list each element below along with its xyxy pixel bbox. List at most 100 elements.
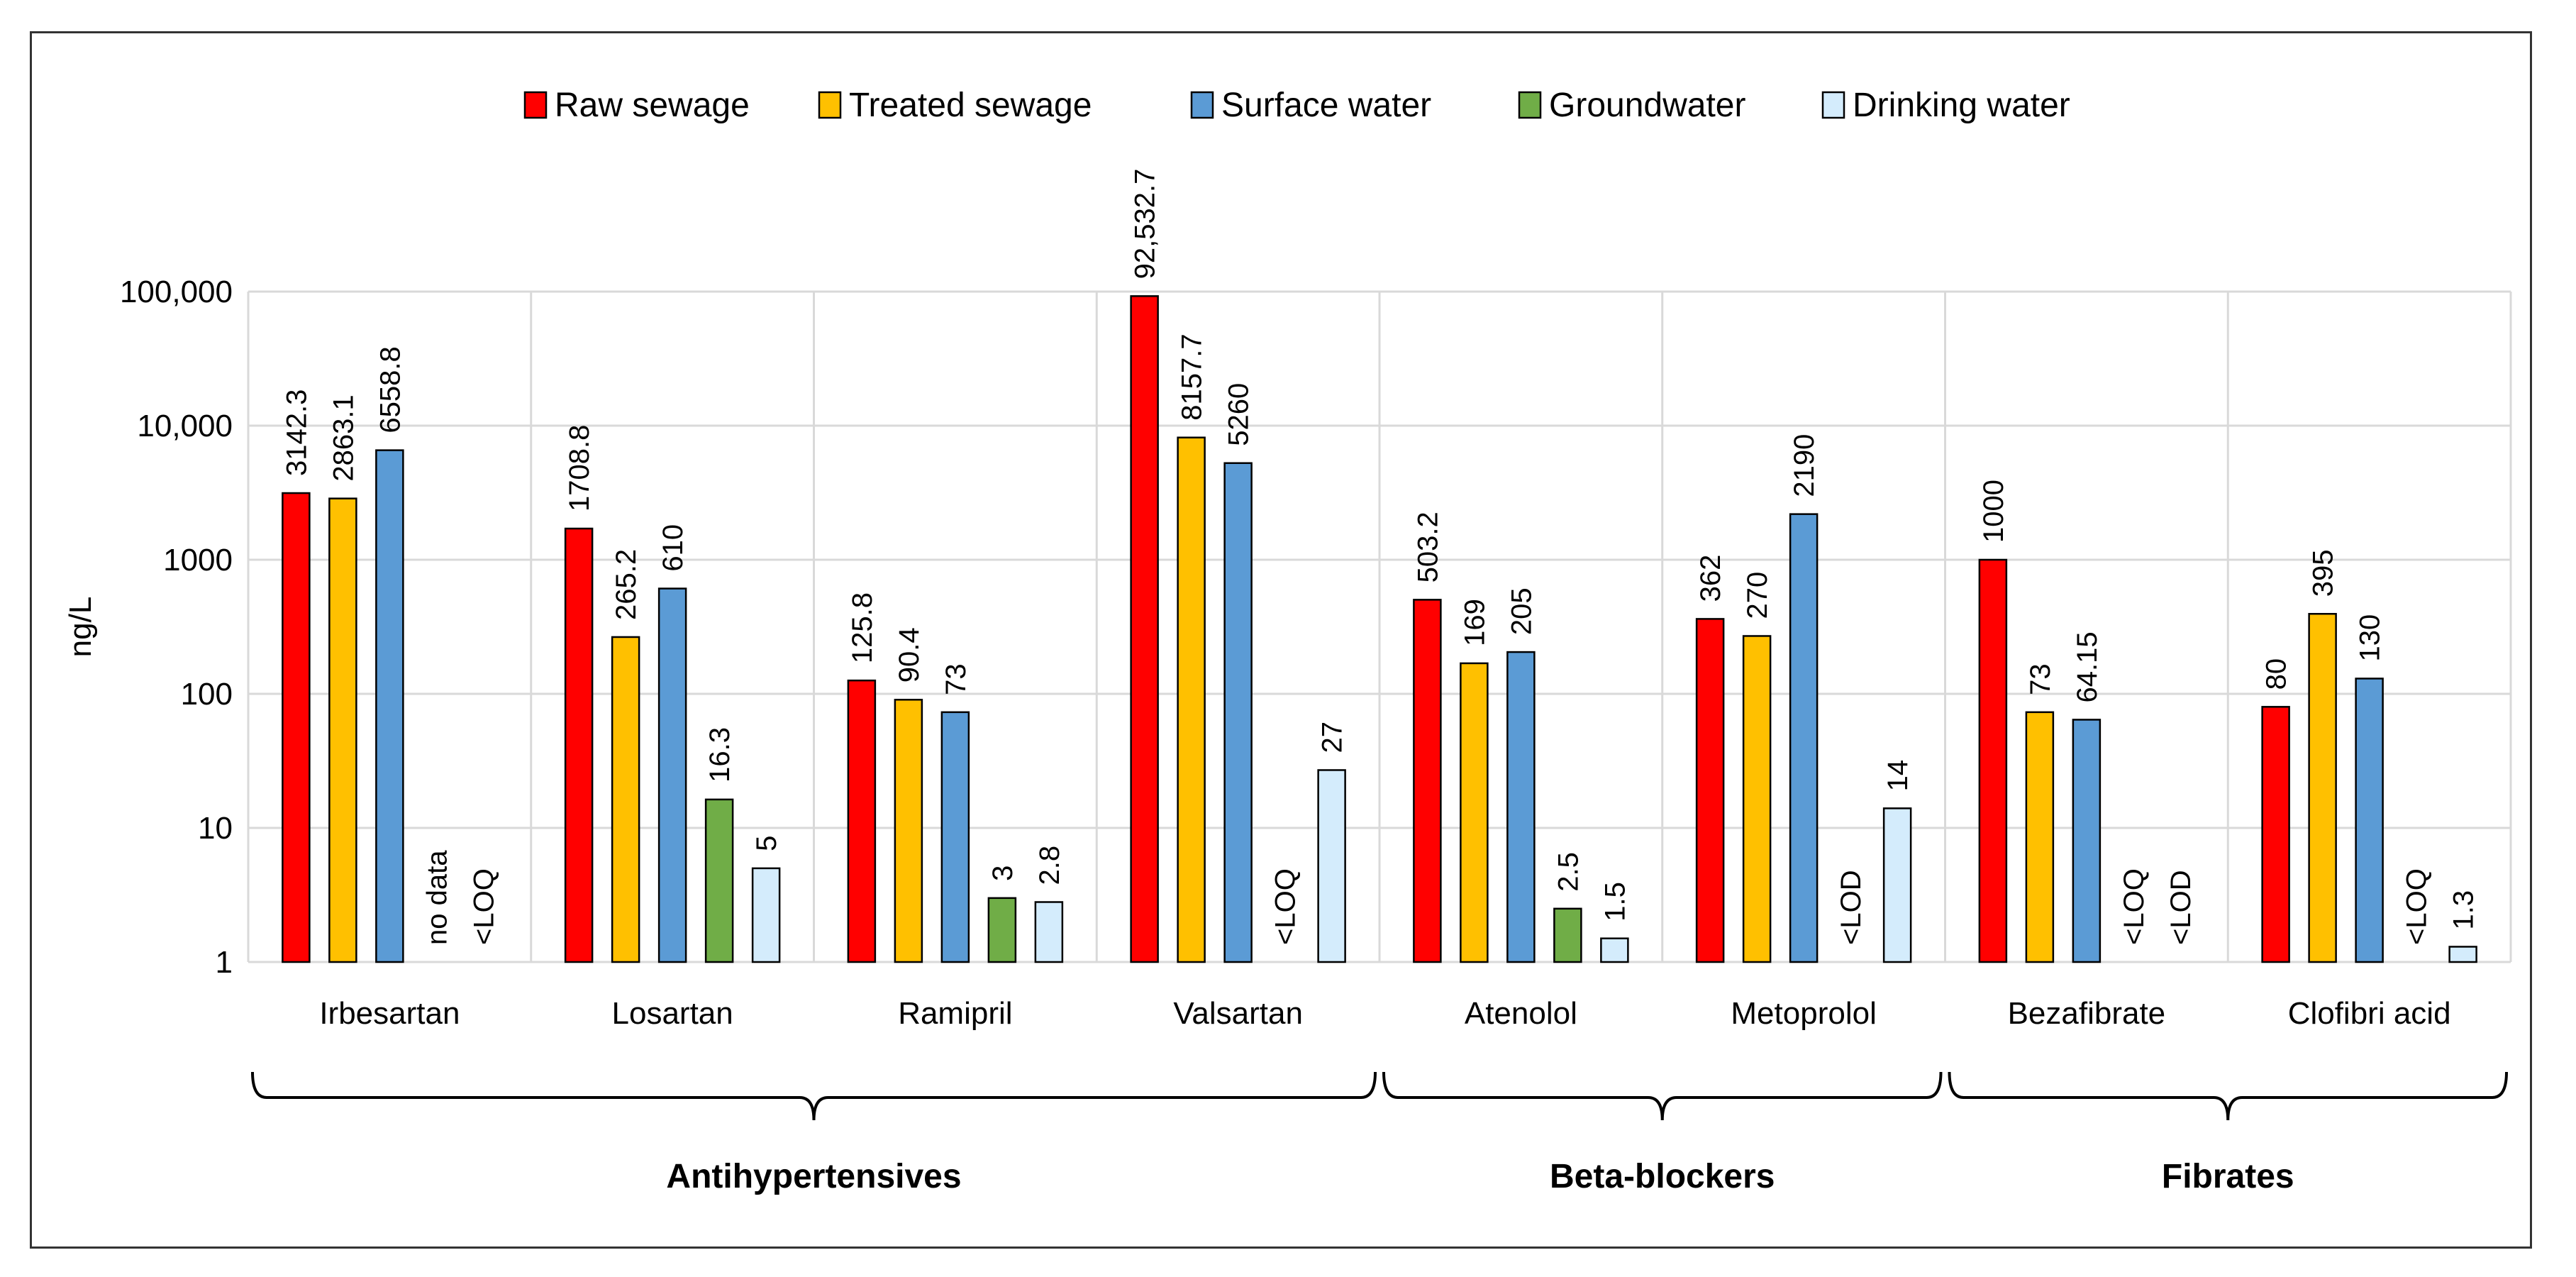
y-tick-label: 10,000 [137, 409, 233, 443]
y-axis: 1 10 100 1000 10,000 100,000 [120, 275, 233, 980]
data-label-surface-water: 5260 [1223, 383, 1255, 446]
data-label-treated-sewage: 90.4 [894, 627, 925, 682]
bar-drinking-water-metoprolol [1882, 807, 1912, 963]
data-label-drinking-water: <LOQ [468, 868, 499, 945]
group-brace [1948, 1071, 2508, 1121]
bar-treated-sewage-metoprolol [1742, 635, 1772, 963]
data-label-surface-water: 64.15 [2072, 631, 2103, 702]
data-label-raw-sewage: 362 [1695, 555, 1726, 602]
group-label: Antihypertensives [666, 1158, 961, 1195]
bar-treated-sewage-valsartan [1177, 436, 1206, 963]
data-label-treated-sewage: 395 [2308, 549, 2339, 597]
y-axis-label: ng/L [63, 597, 98, 658]
bar-drinking-water-losartan [751, 867, 781, 963]
data-label-treated-sewage: 2863.1 [328, 394, 359, 481]
bar-treated-sewage-losartan [611, 636, 640, 963]
data-label-raw-sewage: 92,532.7 [1130, 169, 1161, 280]
y-tick-label: 1 [216, 945, 233, 980]
y-tick-label: 100,000 [120, 275, 233, 309]
data-label-surface-water: 6558.8 [374, 346, 406, 433]
bar-surface-water-losartan [657, 587, 687, 963]
bar-drinking-water-ramipril [1034, 901, 1064, 963]
x-tick-label: Valsartan [1173, 996, 1303, 1031]
bar-raw-sewage-losartan [564, 527, 594, 963]
bar-raw-sewage-ramipril [847, 679, 877, 963]
data-label-raw-sewage: 125.8 [847, 592, 878, 663]
data-label-raw-sewage: 503.2 [1412, 512, 1443, 582]
data-label-groundwater: no data [421, 850, 453, 945]
data-label-groundwater: <LOQ [2402, 868, 2433, 945]
legend-label-groundwater: Groundwater [1549, 87, 1745, 124]
data-label-groundwater: <LOQ [1270, 868, 1301, 945]
bar-surface-water-atenolol [1506, 651, 1536, 963]
x-tick-label: Metoprolol [1731, 996, 1876, 1031]
data-label-drinking-water: 27 [1317, 722, 1348, 753]
data-label-treated-sewage: 265.2 [611, 549, 642, 620]
data-label-treated-sewage: 8157.7 [1177, 333, 1208, 420]
legend-swatch-treated-sewage [818, 91, 842, 119]
data-label-drinking-water: <LOD [2165, 870, 2197, 945]
bar-surface-water-irbesartan [375, 449, 404, 963]
data-labels: 3142.3 2863.1 6558.8 no data <LOQ 1708.8 265.2… [281, 169, 2479, 945]
bar-raw-sewage-clofibri-acid [2261, 706, 2290, 963]
bar-surface-water-bezafibrate [2072, 719, 2102, 963]
x-tick-label: Bezafibrate [2008, 996, 2166, 1031]
bar-drinking-water-valsartan [1317, 769, 1346, 963]
bars [282, 295, 2477, 963]
group-brace [251, 1071, 1377, 1121]
bar-raw-sewage-valsartan [1130, 295, 1159, 963]
data-label-surface-water: 205 [1506, 587, 1537, 635]
data-label-treated-sewage: 270 [1742, 572, 1773, 619]
chart-frame [30, 31, 2532, 1249]
data-label-drinking-water: 1.5 [1599, 882, 1631, 922]
bar-surface-water-clofibri-acid [2355, 678, 2384, 963]
bar-surface-water-metoprolol [1789, 513, 1819, 963]
legend-label-drinking-water: Drinking water [1853, 87, 2070, 124]
legend-swatch-surface-water [1190, 91, 1214, 119]
legend-label-raw-sewage: Raw sewage [555, 87, 750, 124]
x-tick-label: Irbesartan [319, 996, 460, 1031]
legend-label-surface-water: Surface water [1221, 87, 1431, 124]
bar-raw-sewage-irbesartan [282, 492, 311, 963]
bar-groundwater-losartan [704, 798, 734, 963]
group-label: Fibrates [2162, 1158, 2294, 1195]
data-label-raw-sewage: 80 [2261, 658, 2292, 690]
x-tick-label: Ramipril [898, 996, 1012, 1031]
legend-swatch-raw-sewage [523, 91, 548, 119]
group-brace [1382, 1071, 1943, 1121]
data-label-surface-water: 610 [657, 524, 689, 572]
bar-drinking-water-atenolol [1600, 937, 1629, 963]
data-label-raw-sewage: 1000 [1978, 480, 2009, 543]
legend-swatch-drinking-water [1821, 91, 1845, 119]
category-labels: Irbesartan Losartan Ramipril Valsartan Ateno… [319, 996, 2450, 1031]
data-label-groundwater: 3 [987, 866, 1018, 881]
data-label-treated-sewage: 73 [2025, 663, 2056, 695]
bar-groundwater-atenolol [1553, 907, 1582, 963]
data-label-drinking-water: 5 [751, 836, 782, 851]
y-tick-label: 100 [181, 677, 233, 712]
x-tick-label: Losartan [612, 996, 733, 1031]
bar-treated-sewage-irbesartan [328, 497, 357, 963]
data-label-drinking-water: 1.3 [2448, 890, 2480, 930]
data-label-groundwater: 2.5 [1553, 852, 1584, 892]
group-braces: Antihypertensives Beta-blockers Fibrates [251, 1071, 2508, 1195]
data-label-treated-sewage: 169 [1459, 599, 1490, 646]
data-label-drinking-water: 14 [1882, 760, 1914, 792]
bar-surface-water-valsartan [1223, 462, 1253, 963]
bar-treated-sewage-ramipril [894, 699, 923, 963]
data-label-groundwater: <LOD [1836, 870, 1867, 945]
legend-swatch-groundwater [1518, 91, 1542, 119]
data-label-surface-water: 73 [940, 663, 972, 695]
data-label-groundwater: 16.3 [704, 727, 735, 783]
bar-drinking-water-clofibri-acid [2448, 946, 2477, 963]
data-label-groundwater: <LOQ [2119, 868, 2150, 945]
bar-raw-sewage-metoprolol [1695, 618, 1725, 963]
group-label: Beta-blockers [1550, 1158, 1775, 1195]
x-tick-label: Atenolol [1465, 996, 1577, 1031]
x-tick-label: Clofibri acid [2288, 996, 2451, 1031]
bar-treated-sewage-bezafibrate [2025, 711, 2055, 963]
bar-groundwater-ramipril [987, 897, 1017, 963]
data-label-raw-sewage: 1708.8 [564, 425, 595, 512]
data-label-surface-water: 130 [2355, 614, 2386, 662]
